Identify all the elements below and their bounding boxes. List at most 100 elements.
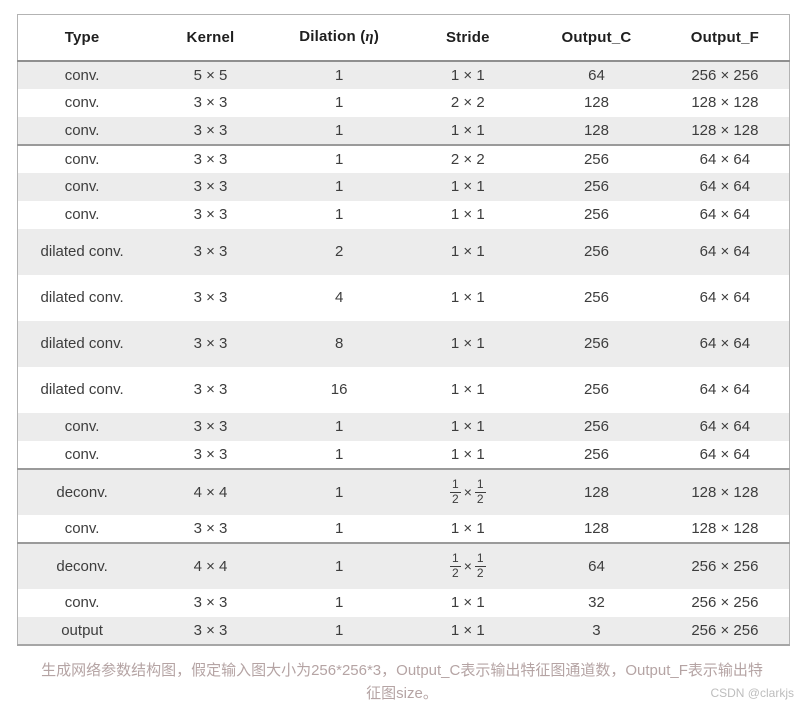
cell-output-f: 128 × 128 — [691, 483, 759, 501]
cell-dilation: 1 — [334, 206, 344, 223]
table-caption: 生成网络参数结构图，假定输入图大小为256*256*3，Output_C表示输出… — [41, 662, 763, 702]
cell-stride: 1 2 × 1 2 — [403, 543, 532, 589]
column-header-dilation: Dilation (η) — [299, 28, 380, 46]
cell-type: conv. — [64, 150, 100, 168]
cell-output-c: 3 — [592, 621, 601, 639]
cell-stride: 2 × 2 — [450, 94, 485, 111]
cell-type: deconv. — [56, 557, 108, 575]
table-row: conv. 3 × 3 1 1 × 1 256 64 × 64 — [17, 440, 790, 469]
header-row: Type Kernel Dilation (η) Stride Output_C Outp… — [17, 14, 790, 61]
cell-output-c: 256 — [583, 178, 609, 195]
cell-dilation: 1 — [334, 483, 344, 501]
cell-stride: 1 × 1 — [450, 243, 485, 260]
cell-output-f: 256 × 256 — [691, 557, 759, 575]
cell-output-c: 64 — [588, 557, 605, 575]
cell-type: dilated conv. — [40, 335, 124, 352]
table-row: dilated conv. 3 × 3 2 1 × 1 256 64 × 64 — [17, 228, 790, 275]
cell-output-f: 128 × 128 — [691, 94, 759, 111]
cell-kernel: 4 × 4 — [193, 483, 228, 501]
cell-type: conv. — [64, 445, 100, 463]
cell-stride: 1 2 × 1 2 — [403, 469, 532, 515]
cell-output-c: 256 — [583, 206, 609, 223]
cell-dilation: 1 — [334, 418, 344, 435]
table-row: dilated conv. 3 × 3 16 1 × 1 256 64 × 64 — [17, 366, 790, 413]
cell-dilation: 16 — [330, 381, 348, 398]
table-row: conv. 3 × 3 1 1 × 1 128 128 × 128 — [17, 116, 790, 145]
cell-stride: 1 × 1 — [450, 519, 485, 537]
cell-type: dilated conv. — [40, 381, 124, 398]
cell-type: conv. — [64, 519, 100, 537]
cell-output-f: 256 × 256 — [691, 594, 759, 611]
cell-type: conv. — [64, 178, 100, 195]
cell-kernel: 3 × 3 — [193, 121, 228, 139]
cell-dilation: 1 — [334, 557, 344, 575]
table-row: conv. 3 × 3 1 1 × 1 32 256 × 256 — [17, 588, 790, 617]
cell-kernel: 3 × 3 — [193, 621, 228, 639]
cell-output-c: 128 — [583, 121, 609, 139]
cell-kernel: 3 × 3 — [193, 94, 228, 111]
cell-kernel: 3 × 3 — [193, 418, 228, 435]
cell-kernel: 3 × 3 — [193, 243, 228, 260]
cell-output-f: 64 × 64 — [699, 335, 751, 352]
cell-kernel: 3 × 3 — [193, 519, 228, 537]
cell-kernel: 3 × 3 — [193, 178, 228, 195]
cell-kernel: 4 × 4 — [193, 557, 228, 575]
network-params-table: Type Kernel Dilation (η) Stride Output_C Outp… — [17, 14, 790, 646]
column-header-kernel: Kernel — [186, 28, 235, 46]
cell-type: conv. — [64, 594, 100, 611]
cell-stride: 1 × 1 — [450, 418, 485, 435]
cell-output-f: 64 × 64 — [699, 243, 751, 260]
table-row: output 3 × 3 1 1 × 1 3 256 × 256 — [17, 616, 790, 645]
cell-dilation: 1 — [334, 94, 344, 111]
cell-dilation: 1 — [334, 121, 344, 139]
cell-output-c: 256 — [583, 335, 609, 352]
cell-output-f: 128 × 128 — [691, 519, 759, 537]
cell-output-c: 32 — [588, 594, 605, 611]
cell-kernel: 3 × 3 — [193, 206, 228, 223]
cell-output-f: 256 × 256 — [691, 66, 759, 84]
cell-type: conv. — [64, 66, 100, 84]
column-header-output-f: Output_F — [690, 28, 760, 46]
table-row: conv. 3 × 3 1 1 × 1 256 64 × 64 — [17, 412, 790, 441]
cell-dilation: 4 — [334, 289, 344, 306]
table-row: deconv. 4 × 4 1 1 2 × 1 2 64 256 × 256 — [17, 542, 790, 589]
cell-output-c: 128 — [583, 519, 609, 537]
cell-output-c: 256 — [583, 418, 609, 435]
multiply-sign: × — [463, 484, 472, 500]
cell-stride: 1 × 1 — [450, 594, 485, 611]
cell-output-c: 256 — [583, 289, 609, 306]
cell-type: conv. — [64, 206, 100, 223]
cell-dilation: 1 — [334, 594, 344, 611]
cell-output-f: 128 × 128 — [691, 121, 759, 139]
cell-dilation: 1 — [334, 621, 344, 639]
table-row: dilated conv. 3 × 3 8 1 × 1 256 64 × 64 — [17, 320, 790, 367]
column-header-stride: Stride — [445, 28, 490, 46]
cell-stride: 1 × 1 — [450, 289, 485, 306]
table-row: conv. 3 × 3 1 2 × 2 256 64 × 64 — [17, 144, 790, 173]
cell-output-f: 64 × 64 — [699, 418, 751, 435]
table-row: dilated conv. 3 × 3 4 1 × 1 256 64 × 64 — [17, 274, 790, 321]
table-header: Type Kernel Dilation (η) Stride Output_C Outp… — [17, 14, 790, 61]
cell-type: dilated conv. — [40, 289, 124, 306]
cell-output-f: 64 × 64 — [699, 206, 751, 223]
cell-output-f: 64 × 64 — [699, 445, 751, 463]
cell-type: conv. — [64, 121, 100, 139]
multiply-sign: × — [463, 558, 472, 574]
column-header-type: Type — [64, 28, 100, 46]
table-row: conv. 3 × 3 1 1 × 1 256 64 × 64 — [17, 172, 790, 201]
cell-output-f: 64 × 64 — [699, 381, 751, 398]
table-row: conv. 3 × 3 1 1 × 1 256 64 × 64 — [17, 200, 790, 229]
cell-dilation: 1 — [334, 445, 344, 463]
cell-kernel: 3 × 3 — [193, 335, 228, 352]
table-row: conv. 3 × 3 1 2 × 2 128 128 × 128 — [17, 88, 790, 117]
cell-output-f: 256 × 256 — [691, 621, 759, 639]
cell-output-c: 256 — [583, 243, 609, 260]
cell-output-c: 256 — [583, 150, 609, 168]
cell-output-f: 64 × 64 — [699, 178, 751, 195]
cell-output-c: 128 — [583, 483, 609, 501]
